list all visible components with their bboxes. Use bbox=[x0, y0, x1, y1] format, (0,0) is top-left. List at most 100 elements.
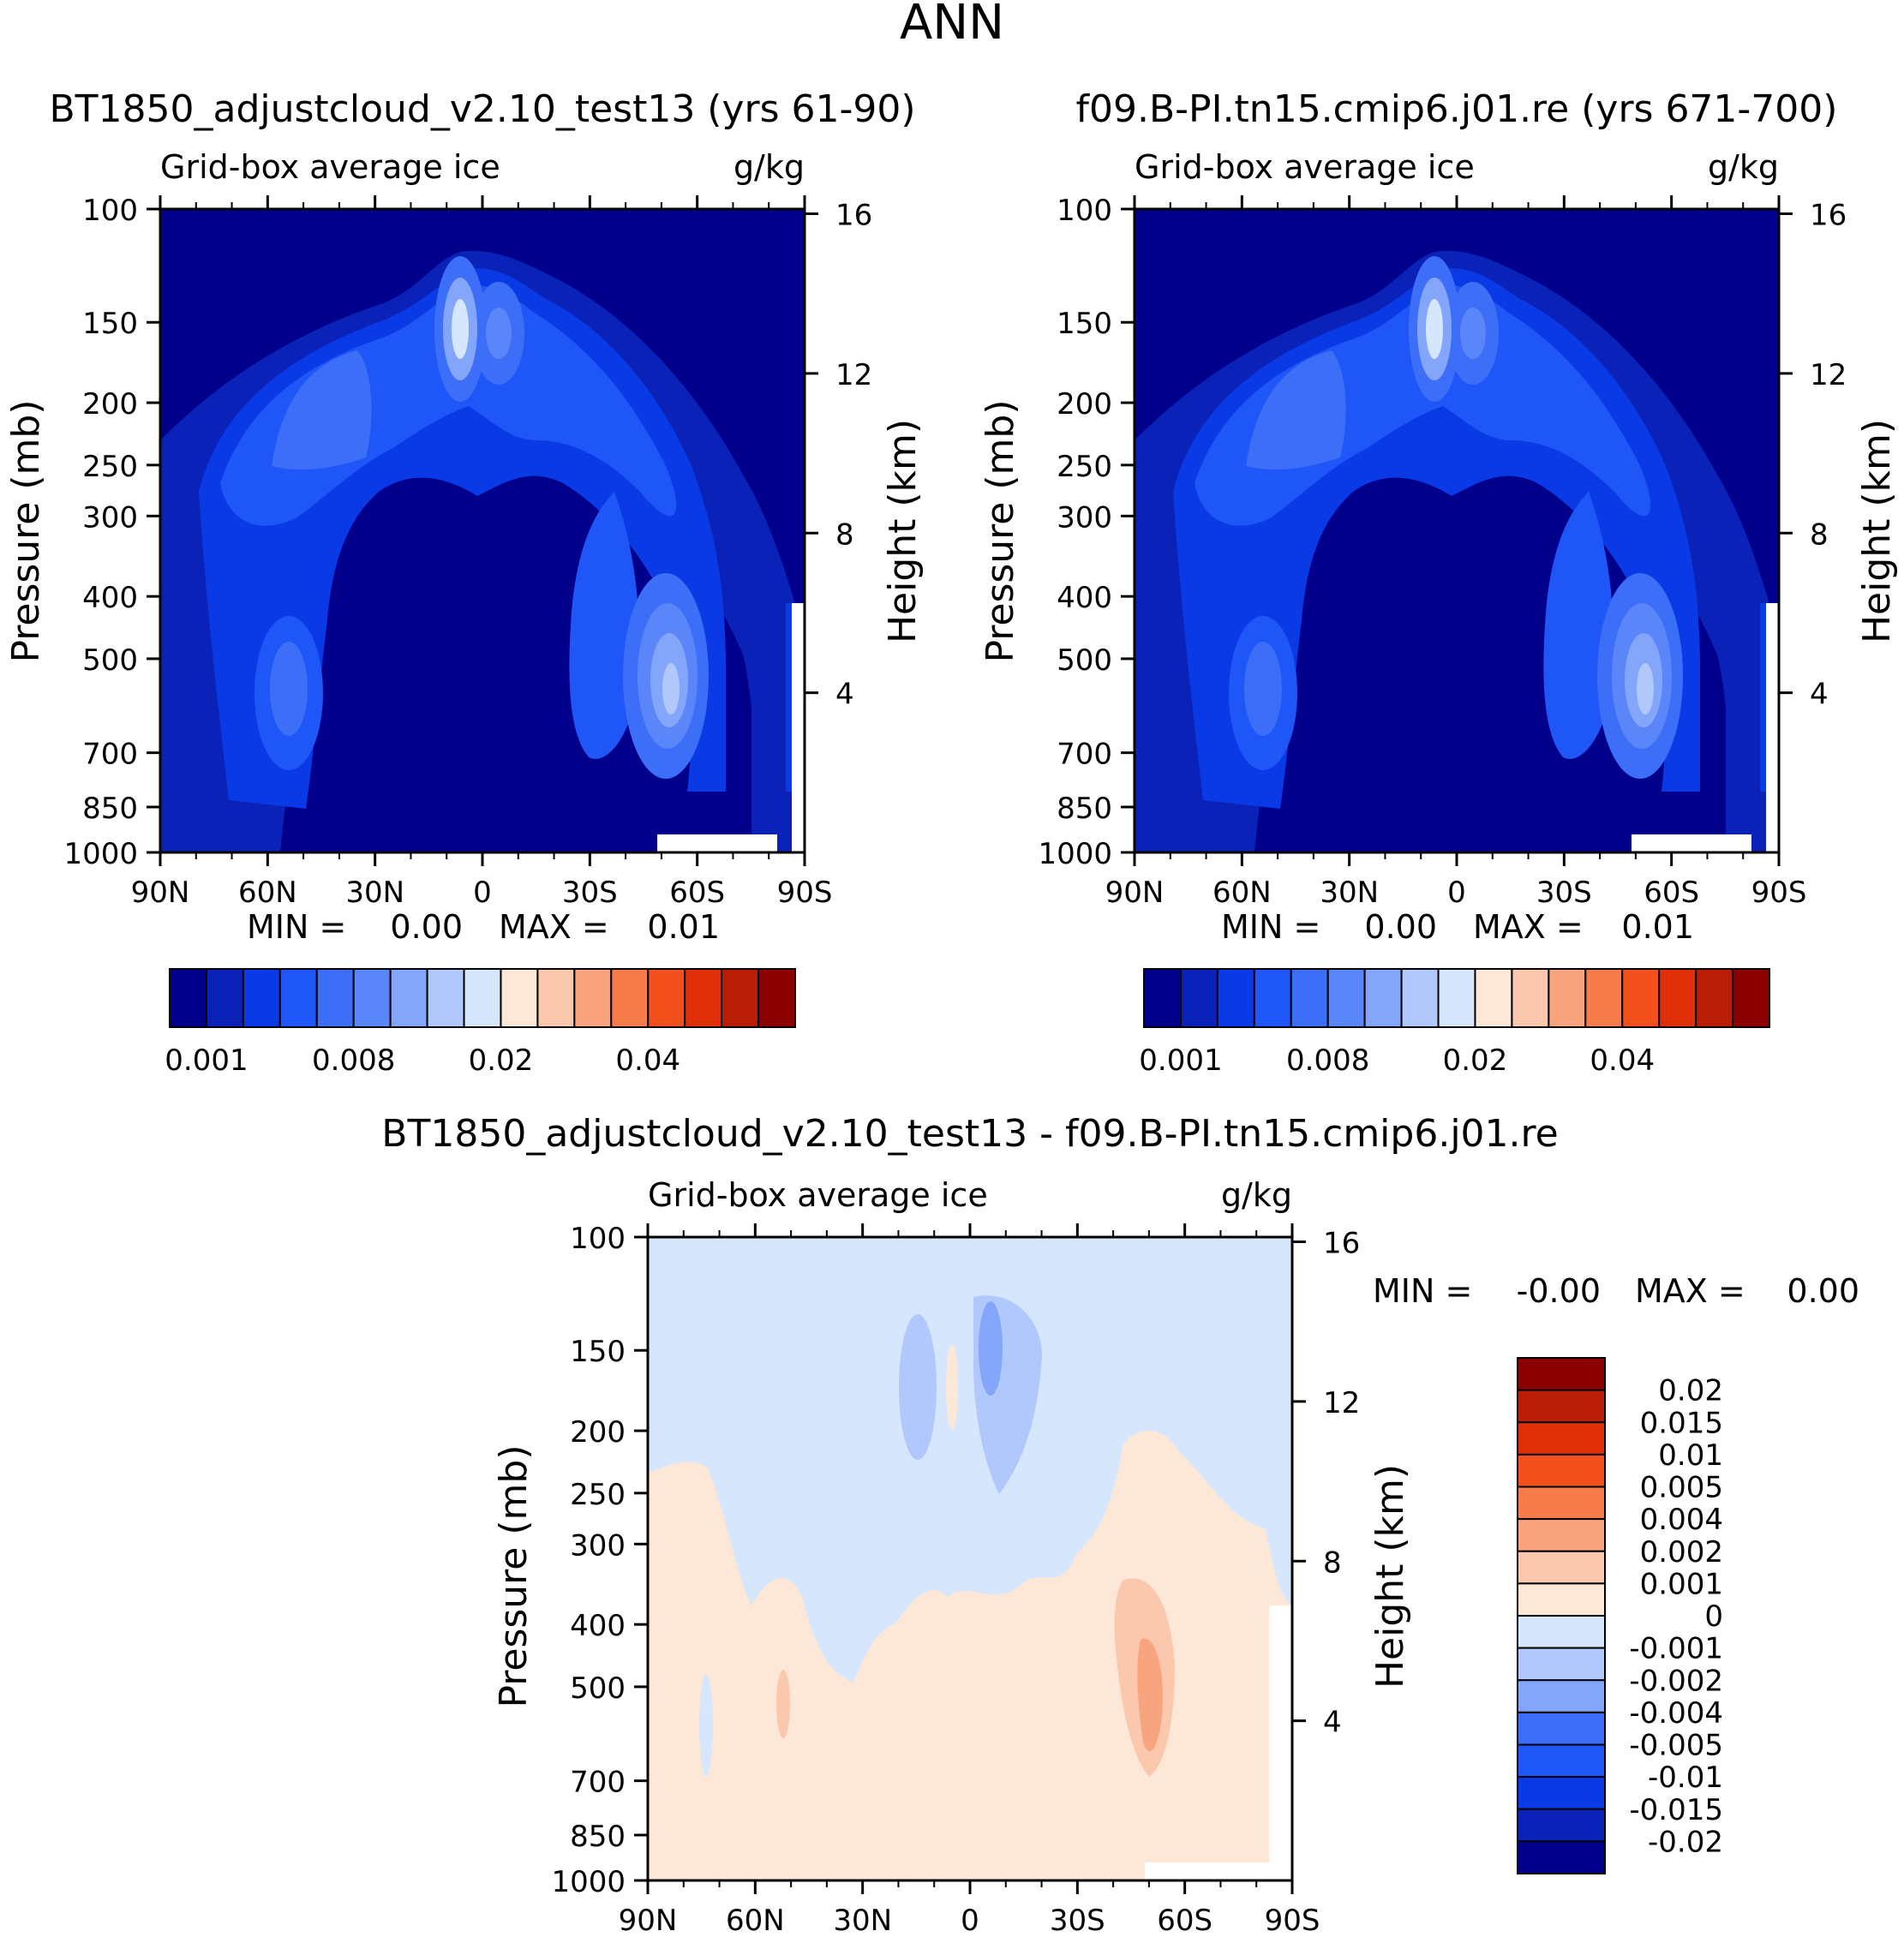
left-xtick-label: 0 bbox=[473, 876, 492, 910]
left-colorbar-swatch bbox=[205, 968, 244, 1028]
right-ytick-right-label: 16 bbox=[1810, 199, 1847, 233]
diff-ytick-label: 300 bbox=[570, 1528, 626, 1563]
diff-ytick-right-label: 16 bbox=[1323, 1227, 1360, 1261]
right-xtick-label: 60S bbox=[1644, 876, 1699, 910]
left-colorbar-label: 0.001 bbox=[165, 1043, 248, 1078]
right-xtick-label: 30N bbox=[1320, 876, 1379, 910]
right-ytick-right-label: 12 bbox=[1810, 358, 1847, 392]
left-ytick-label: 700 bbox=[82, 738, 138, 772]
right-colorbar-label: 0.02 bbox=[1443, 1043, 1508, 1078]
diff-colorbar-swatch bbox=[1517, 1389, 1606, 1424]
right-ytick-label: 850 bbox=[1057, 792, 1112, 826]
panel-right: f09.B-PI.tn15.cmip6.j01.re (yrs 671-700)… bbox=[979, 87, 1899, 1078]
diff-colorbar-swatch bbox=[1517, 1840, 1606, 1874]
diff-field bbox=[648, 1237, 1292, 1880]
right-xtick-label: 60N bbox=[1212, 876, 1272, 910]
diff-ytick-label: 150 bbox=[570, 1335, 626, 1369]
left-colorbar-swatch bbox=[242, 968, 281, 1028]
left-colorbar-swatch bbox=[169, 968, 207, 1028]
left-min-label: MIN = bbox=[247, 908, 346, 946]
left-colorbar-swatch bbox=[721, 968, 760, 1028]
right-ylabel: Pressure (mb) bbox=[979, 400, 1022, 663]
diff-ytick-right-label: 4 bbox=[1323, 1706, 1342, 1740]
left-xtick-label: 60N bbox=[238, 876, 297, 910]
right-ytick-label: 1000 bbox=[1038, 837, 1112, 871]
left-colorbar-swatch bbox=[610, 968, 650, 1028]
diff-colorbar-swatch bbox=[1517, 1808, 1606, 1843]
left-ylabel-right: Height (km) bbox=[881, 419, 925, 643]
diff-colorbar-label: -0.015 bbox=[1629, 1793, 1723, 1827]
diff-axes: 100 150 200 250 300 400 500 700 850 1000 16 12 8 4 90N… bbox=[551, 1222, 1360, 1937]
left-ytick-right-label: 12 bbox=[835, 358, 872, 392]
diff-min-label: MIN = bbox=[1373, 1272, 1472, 1310]
right-ytick-label: 500 bbox=[1057, 643, 1112, 678]
diff-ytick-label: 400 bbox=[570, 1609, 626, 1643]
diff-colorbar-swatch bbox=[1517, 1776, 1606, 1810]
right-colorbar-label: 0.04 bbox=[1590, 1043, 1655, 1078]
left-colorbar-swatch bbox=[352, 968, 392, 1028]
diff-colorbar-label: 0.015 bbox=[1640, 1406, 1723, 1440]
right-colorbar-swatch bbox=[1732, 968, 1771, 1028]
left-colorbar-swatch bbox=[389, 968, 428, 1028]
right-colorbar-swatch bbox=[1511, 968, 1550, 1028]
right-colorbar-label: 0.001 bbox=[1139, 1043, 1222, 1078]
right-field-label: Grid-box average ice bbox=[1135, 148, 1475, 186]
diff-xtick-label: 90N bbox=[619, 1904, 678, 1937]
left-max-value: 0.01 bbox=[647, 908, 720, 946]
right-xtick-label: 90S bbox=[1751, 876, 1807, 910]
panel-diff: BT1850_adjustcloud_v2.10_test13 - f09.B-… bbox=[381, 1112, 1859, 1937]
left-panel-title: BT1850_adjustcloud_v2.10_test13 (yrs 61-… bbox=[49, 87, 915, 131]
left-xtick-label: 90S bbox=[777, 876, 833, 910]
left-colorbar-swatch bbox=[757, 968, 797, 1028]
right-colorbar-swatch bbox=[1290, 968, 1329, 1028]
left-ytick-label: 100 bbox=[82, 194, 138, 228]
left-colorbar-swatch bbox=[684, 968, 723, 1028]
diff-panel-title: BT1850_adjustcloud_v2.10_test13 - f09.B-… bbox=[381, 1112, 1558, 1156]
left-min-value: 0.00 bbox=[390, 908, 463, 946]
diff-colorbar-swatch bbox=[1517, 1615, 1606, 1649]
diff-xtick-label: 90S bbox=[1265, 1904, 1320, 1937]
right-colorbar-label: 0.008 bbox=[1286, 1043, 1369, 1078]
diff-ytick-right-label: 12 bbox=[1323, 1386, 1360, 1420]
right-colorbar-swatch bbox=[1400, 968, 1440, 1028]
left-colorbar-swatch bbox=[426, 968, 465, 1028]
left-ytick-right-label: 16 bbox=[835, 199, 872, 233]
left-units-label: g/kg bbox=[733, 148, 805, 186]
diff-ytick-label: 250 bbox=[570, 1478, 626, 1512]
diff-colorbar-swatch bbox=[1517, 1421, 1606, 1456]
diff-xtick-label: 30S bbox=[1050, 1904, 1105, 1937]
left-colorbar-swatch bbox=[647, 968, 686, 1028]
diff-colorbar-swatch bbox=[1517, 1647, 1606, 1682]
left-ytick-label: 850 bbox=[82, 792, 138, 826]
left-colorbar: 0.001 0.008 0.02 0.04 bbox=[165, 968, 797, 1078]
diff-xtick-label: 60N bbox=[726, 1904, 785, 1937]
right-min-label: MIN = bbox=[1221, 908, 1320, 946]
right-colorbar-swatch bbox=[1326, 968, 1366, 1028]
right-ytick-label: 150 bbox=[1057, 307, 1112, 341]
left-colorbar-swatch bbox=[278, 968, 318, 1028]
diff-colorbar-swatch bbox=[1517, 1743, 1606, 1779]
diff-ylabel-right: Height (km) bbox=[1368, 1464, 1412, 1689]
right-max-label: MAX = bbox=[1473, 908, 1584, 946]
left-colorbar-label: 0.04 bbox=[615, 1043, 680, 1078]
right-colorbar-swatch bbox=[1474, 968, 1513, 1028]
left-xtick-label: 60S bbox=[669, 876, 725, 910]
right-min-value: 0.00 bbox=[1364, 908, 1437, 946]
diff-colorbar-swatch bbox=[1517, 1486, 1606, 1521]
diff-ytick-right-label: 8 bbox=[1323, 1545, 1342, 1580]
right-colorbar-swatch bbox=[1548, 968, 1587, 1028]
diff-xtick-label: 60S bbox=[1157, 1904, 1212, 1937]
right-colorbar-swatch bbox=[1143, 968, 1182, 1028]
right-ytick-right-label: 8 bbox=[1810, 517, 1829, 552]
right-ytick-label: 300 bbox=[1057, 500, 1112, 535]
left-field-label: Grid-box average ice bbox=[160, 148, 500, 186]
diff-colorbar-label: -0.001 bbox=[1629, 1632, 1723, 1666]
diff-colorbar-label: 0.002 bbox=[1640, 1535, 1723, 1569]
diff-ylabel: Pressure (mb) bbox=[492, 1445, 536, 1708]
diff-ytick-label: 100 bbox=[570, 1222, 626, 1256]
diff-units-label: g/kg bbox=[1221, 1176, 1292, 1214]
right-ytick-label: 400 bbox=[1057, 581, 1112, 615]
right-colorbar: 0.001 0.008 0.02 0.04 bbox=[1139, 968, 1771, 1078]
diff-colorbar-swatch bbox=[1517, 1679, 1606, 1713]
diff-colorbar-swatch bbox=[1517, 1453, 1606, 1488]
